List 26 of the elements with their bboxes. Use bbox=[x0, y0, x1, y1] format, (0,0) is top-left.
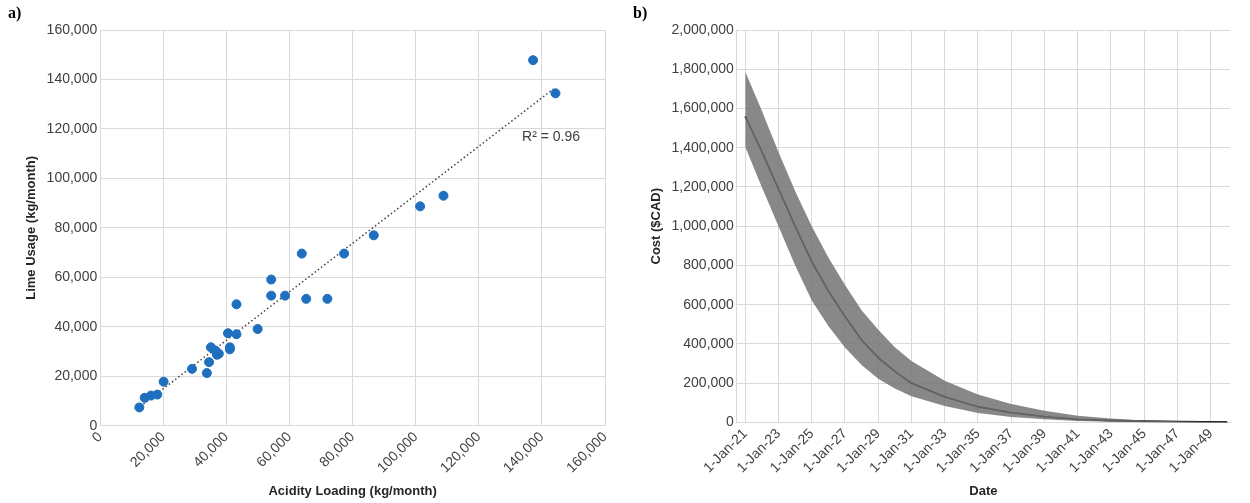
y-tick-label: 140,000 bbox=[46, 70, 98, 87]
y-tick-label: 1,000,000 bbox=[671, 217, 735, 234]
y-tick-label: 60,000 bbox=[54, 268, 98, 285]
y-tick-label: 100,000 bbox=[46, 169, 98, 186]
text: a) bbox=[8, 4, 22, 23]
y-tick-label: 1,600,000 bbox=[671, 99, 735, 116]
y-tick-label: 160,000 bbox=[46, 20, 98, 37]
y-tick-label: 0 bbox=[726, 413, 735, 430]
y-axis-title: Cost ($CAD) bbox=[648, 187, 664, 265]
y-tick-label: 40,000 bbox=[54, 317, 98, 334]
y-tick-label: 1,200,000 bbox=[671, 177, 735, 194]
y-tick-label: 400,000 bbox=[683, 334, 735, 351]
y-tick-label: 1,400,000 bbox=[671, 138, 735, 155]
text: b) bbox=[633, 4, 648, 23]
y-tick-label: 120,000 bbox=[46, 119, 98, 136]
y-tick-label: 200,000 bbox=[683, 374, 735, 391]
y-tick-label: 600,000 bbox=[683, 295, 735, 312]
annotation: R² = 0.96 bbox=[522, 127, 581, 144]
x-axis-title: Date bbox=[969, 482, 998, 498]
y-tick-label: 80,000 bbox=[54, 218, 98, 235]
x-axis-title: Acidity Loading (kg/month) bbox=[268, 482, 437, 498]
y-tick-label: 20,000 bbox=[54, 367, 98, 384]
y-tick-label: 1,800,000 bbox=[671, 60, 735, 77]
y-tick-label: 2,000,000 bbox=[671, 20, 735, 37]
y-tick-label: 800,000 bbox=[683, 256, 735, 273]
y-axis-title: Lime Usage (kg/month) bbox=[23, 155, 39, 300]
